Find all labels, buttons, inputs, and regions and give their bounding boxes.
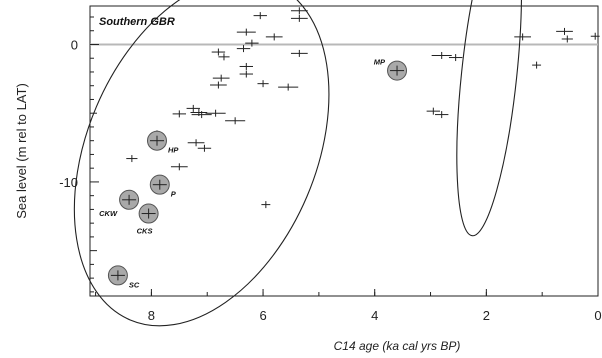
- data-point: [265, 33, 283, 41]
- x-tick-label: 8: [148, 308, 155, 323]
- x-tick-label: 4: [371, 308, 378, 323]
- data-point: [236, 45, 251, 53]
- site-label-ckw: CKW: [99, 209, 118, 218]
- data-point: [514, 33, 532, 41]
- x-tick-label: 2: [483, 308, 490, 323]
- data-point: [556, 27, 573, 35]
- site-label-mp: MP: [374, 58, 386, 67]
- site-label-p: P: [171, 190, 177, 199]
- data-point: [590, 32, 600, 40]
- data-point: [239, 62, 254, 70]
- data-point: [290, 7, 308, 15]
- data-point: [253, 12, 267, 20]
- y-tick-label: -10: [59, 175, 78, 190]
- y-tick-label: 0: [71, 37, 78, 52]
- data-point: [239, 70, 254, 78]
- site-label-cks: CKS: [137, 227, 153, 236]
- data-point: [431, 51, 452, 59]
- data-point: [187, 139, 205, 147]
- data-point: [290, 49, 308, 57]
- data-point: [426, 107, 441, 115]
- group-ellipse-1: [73, 0, 330, 327]
- data-point: [197, 144, 212, 152]
- x-tick-label: 0: [594, 308, 601, 323]
- data-point: [191, 111, 212, 119]
- data-point: [290, 14, 308, 22]
- panel-title: Southern GBR: [99, 16, 175, 28]
- data-point: [225, 117, 246, 125]
- data-point: [278, 83, 299, 91]
- site-label-sc: SC: [129, 280, 140, 289]
- data-point: [170, 163, 188, 171]
- site-label-hp: HP: [168, 146, 179, 155]
- data-point: [210, 81, 227, 89]
- x-tick-label: 6: [259, 308, 266, 323]
- data-point: [257, 80, 269, 88]
- data-point: [245, 39, 259, 47]
- data-point: [261, 201, 271, 209]
- data-point: [561, 35, 573, 43]
- data-point: [211, 48, 226, 56]
- data-point: [532, 61, 542, 69]
- group-ellipse-2: [456, 0, 522, 237]
- data-point: [218, 53, 230, 61]
- data-point: [434, 111, 449, 119]
- x-axis-label: C14 age (ka cal yrs BP): [334, 339, 461, 353]
- data-point: [186, 104, 200, 112]
- data-point: [236, 28, 256, 36]
- data-point: [172, 110, 187, 118]
- data-point: [205, 109, 226, 117]
- data-point: [212, 74, 230, 82]
- data-point: [126, 155, 138, 163]
- data-point: [448, 54, 463, 62]
- plot-frame: [89, 5, 599, 297]
- y-axis-label: Sea level (m rel to LAT): [14, 83, 29, 219]
